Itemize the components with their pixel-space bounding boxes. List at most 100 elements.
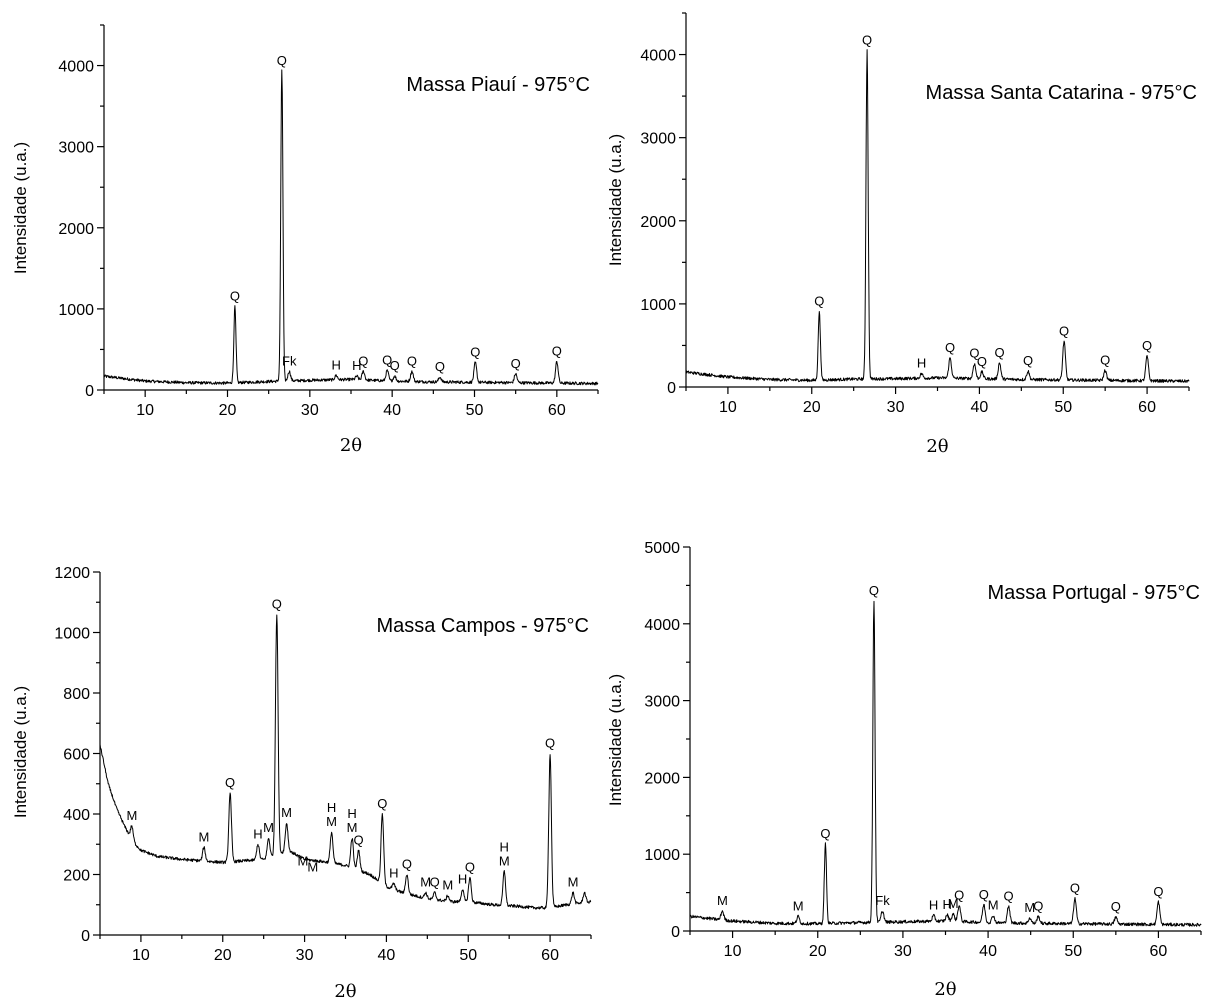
plot-title: Massa Santa Catarina - 975°C (926, 82, 1197, 104)
peak-label: Q (552, 344, 562, 359)
peak-label: M (347, 820, 358, 835)
x-tick-label: 20 (214, 947, 232, 964)
x-tick-label: 60 (548, 402, 566, 419)
xrd-trace (685, 49, 1190, 383)
peak-label: Q (969, 346, 979, 361)
peak-label: Q (869, 583, 879, 598)
peak-label: Q (358, 353, 368, 368)
y-tick-label: 0 (667, 380, 676, 397)
x-axis-title: 2θ (340, 435, 362, 456)
y-tick-label: 1000 (640, 297, 676, 314)
y-axis-title: Intensidade (u.a.) (11, 686, 30, 818)
xrd-trace (689, 600, 1202, 927)
x-axis-title: 2θ (334, 981, 356, 1001)
y-tick-label: 2000 (644, 770, 680, 787)
xrd-panel-2: 10 20 30 40 50 60 0 1000 2000 3000 4000 Intensidade… (606, 12, 1197, 457)
x-tick-label: 50 (1064, 943, 1082, 960)
x-tick-label: 40 (979, 943, 997, 960)
peak-label: M (326, 814, 337, 829)
peak-label: Q (377, 796, 387, 811)
peak-label: M (988, 898, 999, 913)
y-tick-label: 0 (85, 383, 94, 400)
x-tick-label: 30 (887, 399, 905, 416)
peak-label: Q (814, 293, 824, 308)
x-tick-label: 30 (894, 943, 912, 960)
peak-label: Q (435, 359, 445, 374)
peak-label: Q (272, 596, 282, 611)
peak-label: M (281, 805, 292, 820)
x-tick-label: 20 (809, 943, 827, 960)
x-tick-label: 60 (541, 947, 559, 964)
plot-title: Massa Piauí - 975°C (406, 74, 590, 96)
peak-label: Q (511, 356, 521, 371)
peak-label: M (307, 860, 318, 875)
y-tick-label: 2000 (58, 221, 94, 238)
y-tick-label: 1000 (58, 302, 94, 319)
x-tick-label: 60 (1150, 943, 1168, 960)
y-tick-label: 1200 (54, 565, 90, 582)
x-tick-label: 50 (466, 402, 484, 419)
peak-label: M (420, 875, 431, 890)
peak-label: Q (1059, 323, 1069, 338)
y-tick-label: 2000 (640, 214, 676, 231)
x-tick-label: 10 (136, 402, 154, 419)
y-tick-label: 3000 (58, 140, 94, 157)
peak-label: M (568, 875, 579, 890)
peak-label: Q (382, 353, 392, 368)
x-tick-label: 40 (383, 402, 401, 419)
xrd-trace (99, 614, 592, 910)
x-tick-label: 50 (1054, 399, 1072, 416)
peak-label: H (331, 357, 340, 372)
peak-label: Q (1070, 881, 1080, 896)
peak-label: Q (277, 53, 287, 68)
peak-label: M (1024, 900, 1035, 915)
y-tick-label: 3000 (640, 131, 676, 148)
x-tick-label: 10 (724, 943, 742, 960)
peak-label: Q (977, 354, 987, 369)
peak-label: H (347, 806, 356, 821)
x-tick-label: 60 (1138, 399, 1156, 416)
x-tick-label: 40 (378, 947, 396, 964)
xrd-panel-4: 10 20 30 40 50 60 0 1000 2000 3000 4000 5000 Intensi… (606, 540, 1202, 1000)
peak-label: H (917, 356, 926, 371)
peak-label: Q (1003, 888, 1013, 903)
peak-label: Fk (282, 353, 297, 368)
peak-label: Q (407, 353, 417, 368)
x-tick-label: 20 (803, 399, 821, 416)
peak-label: Q (230, 288, 240, 303)
peak-label: M (126, 808, 137, 823)
peak-label: H (352, 358, 361, 373)
peak-label: H (253, 826, 262, 841)
xrd-trace (103, 69, 599, 386)
y-axis-title: Intensidade (u.a.) (11, 142, 30, 274)
peak-label: Q (354, 832, 364, 847)
peak-label: Q (994, 345, 1004, 360)
peak-label: M (717, 893, 728, 908)
peak-label: M (298, 853, 309, 868)
peak-label: Fk (875, 893, 890, 908)
peak-label: Q (1033, 898, 1043, 913)
peak-label: H (327, 800, 336, 815)
y-tick-label: 200 (63, 868, 90, 885)
y-axis-title: Intensidade (u.a.) (606, 134, 625, 266)
xrd-panel-1: 10 20 30 40 50 60 0 1000 2000 3000 4000 Intensidade… (11, 24, 599, 456)
x-tick-label: 30 (301, 402, 319, 419)
peak-label: M (442, 878, 453, 893)
peak-label: M (948, 896, 959, 911)
peak-label: Q (979, 887, 989, 902)
peak-label: Q (820, 826, 830, 841)
y-axis-title: Intensidade (u.a.) (606, 674, 625, 806)
peak-label: Q (1111, 899, 1121, 914)
peak-label: Q (465, 860, 475, 875)
peak-label: H (500, 839, 509, 854)
x-axis-title: 2θ (926, 436, 948, 457)
peak-label: H (943, 897, 952, 912)
y-tick-label: 4000 (644, 617, 680, 634)
y-tick-label: 1000 (54, 626, 90, 643)
plot-title: Massa Campos - 975°C (376, 615, 589, 637)
peak-label: Q (1142, 338, 1152, 353)
y-tick-label: 0 (81, 928, 90, 945)
peak-label: H (929, 898, 938, 913)
x-tick-label: 40 (971, 399, 989, 416)
